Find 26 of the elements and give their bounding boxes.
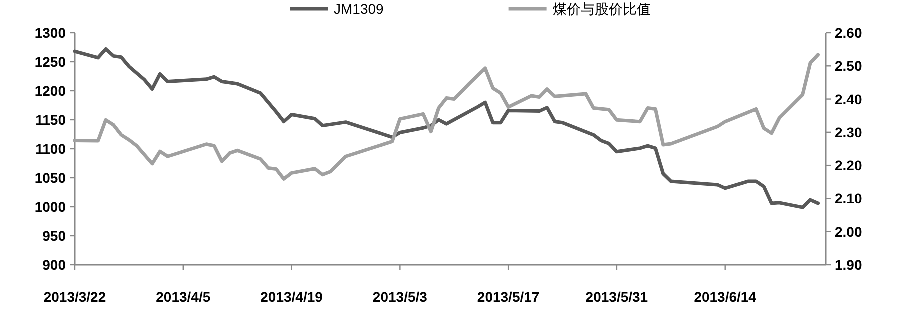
y2-tick-label: 1.90 [835, 257, 862, 273]
y-tick-label: 1100 [36, 141, 66, 157]
y2-tick-label: 2.00 [835, 224, 862, 240]
x-tick-label: 2013/5/17 [477, 289, 540, 305]
x-tick-label: 2013/4/5 [156, 289, 211, 305]
y-tick-label: 1300 [34, 25, 66, 41]
y-tick-label: 1250 [34, 54, 66, 70]
y-tick-label: 900 [42, 257, 66, 273]
y2-tick-label: 2.30 [835, 124, 862, 140]
y2-tick-label: 2.40 [835, 91, 862, 108]
x-tick-label: 2013/4/19 [260, 289, 324, 305]
y-tick-label: 1000 [34, 199, 66, 215]
x-tick-label: 2013/5/31 [586, 289, 648, 305]
y2-tick-label: 2.50 [835, 58, 862, 74]
y-tick-label: 1050 [34, 170, 66, 186]
y-tick-label: 1200 [34, 83, 66, 99]
y-tick-label: 1150 [36, 112, 66, 128]
y2-tick-label: 2.20 [835, 158, 862, 174]
x-tick-label: 2013/3/22 [44, 289, 106, 305]
x-tick-label: 2013/5/3 [372, 289, 428, 305]
y-tick-label: 950 [42, 228, 66, 244]
y2-tick-label: 2.60 [835, 25, 862, 41]
legend-label: 煤价与股价比值 [552, 1, 651, 17]
legend-label: JM1309 [334, 1, 384, 17]
x-tick-label: 2013/6/14 [694, 289, 757, 305]
y2-tick-label: 2.10 [835, 190, 862, 207]
